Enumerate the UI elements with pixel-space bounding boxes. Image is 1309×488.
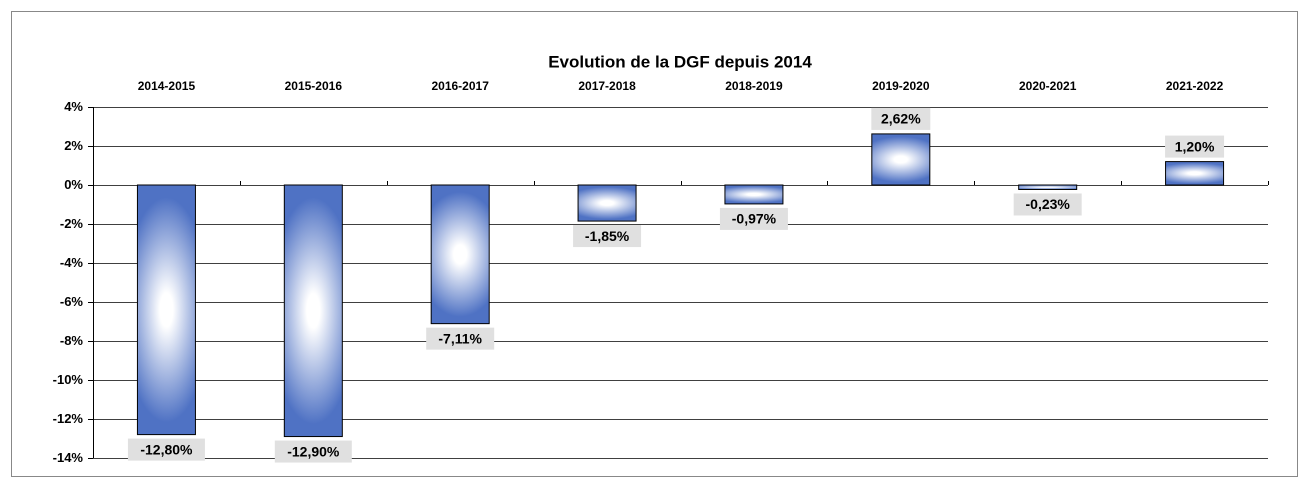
value-label-bg	[274, 440, 352, 463]
value-label: 1,20%	[1175, 138, 1215, 154]
bar	[724, 184, 784, 205]
value-label-bg	[1165, 135, 1225, 158]
value-label: -0,97%	[732, 211, 777, 227]
bar	[430, 184, 490, 325]
x-tick-label: 2020-2021	[1019, 79, 1077, 93]
x-tick-label: 2017-2018	[578, 79, 636, 93]
x-tick-label: 2019-2020	[872, 79, 930, 93]
value-label-bg	[127, 438, 205, 461]
y-tick-label: -4%	[60, 255, 84, 270]
y-tick-label: -8%	[60, 333, 84, 348]
bar	[283, 184, 343, 438]
x-tick-label: 2016-2017	[431, 79, 489, 93]
value-label: -0,23%	[1026, 196, 1071, 212]
y-tick-label: -12%	[53, 411, 84, 426]
value-label: -7,11%	[438, 330, 482, 346]
x-tick-label: 2021-2022	[1166, 79, 1224, 93]
chart-border	[11, 11, 1298, 477]
bar	[136, 184, 196, 436]
value-label-bg	[1013, 193, 1082, 216]
chart-title: Evolution de la DGF depuis 2014	[548, 52, 812, 71]
value-label-bg	[426, 327, 495, 350]
y-tick-label: 0%	[64, 177, 83, 192]
value-label: -12,90%	[287, 443, 340, 459]
y-tick-label: 2%	[64, 138, 83, 153]
value-label: -12,80%	[140, 441, 193, 457]
y-tick-label: -14%	[53, 450, 84, 465]
value-label-bg	[719, 207, 788, 230]
y-tick-label: 4%	[64, 99, 83, 114]
bar	[1165, 161, 1225, 186]
bar	[871, 133, 931, 186]
x-tick-label: 2018-2019	[725, 79, 783, 93]
x-tick-label: 2014-2015	[138, 79, 196, 93]
value-label-bg	[871, 107, 931, 130]
value-label: -1,85%	[585, 228, 630, 244]
x-tick-label: 2015-2016	[285, 79, 343, 93]
value-label: 2,62%	[881, 111, 921, 127]
y-tick-label: -2%	[60, 216, 84, 231]
y-tick-label: -10%	[53, 372, 84, 387]
y-tick-label: -6%	[60, 294, 84, 309]
bar	[577, 184, 637, 222]
bar	[1018, 184, 1078, 190]
value-label-bg	[573, 225, 642, 248]
